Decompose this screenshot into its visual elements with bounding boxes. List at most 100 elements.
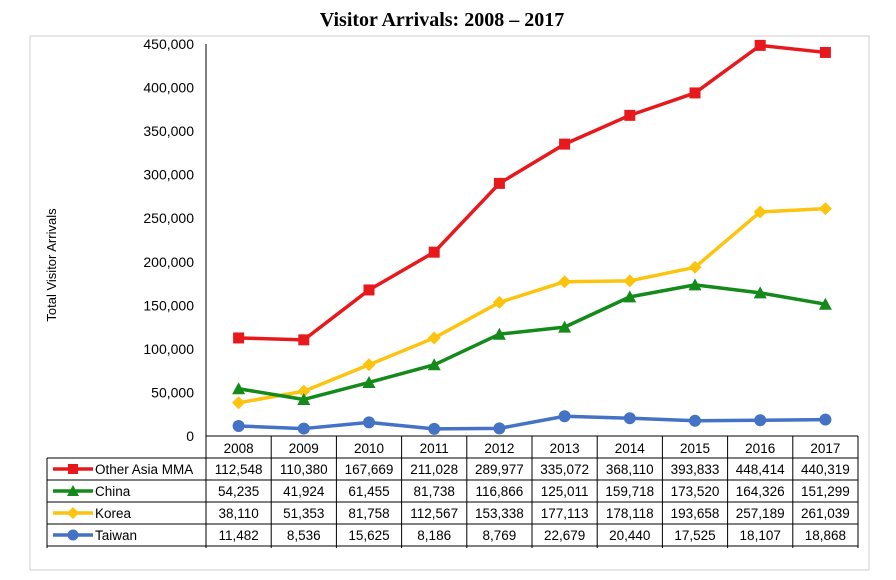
table-value: 440,319 xyxy=(801,462,850,477)
x-tick-label: 2014 xyxy=(615,441,646,456)
data-point xyxy=(819,413,832,426)
legend-label: Other Asia MMA xyxy=(95,462,193,477)
y-axis-label: Total Visitor Arrivals xyxy=(44,208,59,322)
series-line-korea xyxy=(238,206,826,405)
data-point xyxy=(623,274,637,288)
table-value: 151,299 xyxy=(801,484,850,499)
table-value: 393,833 xyxy=(671,462,720,477)
data-point xyxy=(558,320,572,333)
data-point xyxy=(558,275,572,289)
chart-title: Visitor Arrivals: 2008 – 2017 xyxy=(320,9,564,31)
data-point xyxy=(753,205,767,219)
data-point xyxy=(624,109,636,121)
data-point xyxy=(754,414,767,427)
data-point xyxy=(232,419,245,432)
data-point xyxy=(493,422,506,435)
y-tick-label: 200,000 xyxy=(143,254,194,270)
table-value: 41,924 xyxy=(283,484,325,499)
table-value: 211,028 xyxy=(410,462,458,477)
data-point xyxy=(298,334,310,346)
table-value: 173,520 xyxy=(671,484,720,499)
table-value: 167,669 xyxy=(345,462,394,477)
table-value: 368,110 xyxy=(606,462,654,477)
table-value: 18,868 xyxy=(805,528,846,543)
table-value: 257,189 xyxy=(736,506,785,521)
table-value: 17,525 xyxy=(674,528,715,543)
data-point xyxy=(623,290,637,303)
table-value: 177,113 xyxy=(541,506,589,521)
data-point xyxy=(623,412,636,425)
data-point xyxy=(67,507,79,519)
series-layer xyxy=(232,39,832,435)
data-point xyxy=(362,375,376,388)
table-value: 159,718 xyxy=(605,484,654,499)
data-point xyxy=(558,410,571,423)
x-tick-label: 2015 xyxy=(680,441,710,456)
data-point xyxy=(297,422,310,435)
data-point xyxy=(297,384,311,398)
y-tick-label: 450,000 xyxy=(143,36,194,52)
y-tick-label: 0 xyxy=(186,428,194,444)
data-point xyxy=(753,286,767,299)
data-table: 2008 2009 2010 2011 2012 2013 2014 2015 2016 2017… xyxy=(46,435,859,548)
data-point xyxy=(362,358,376,372)
table-value: 8,536 xyxy=(287,528,321,543)
data-point xyxy=(363,284,375,296)
table-value: 178,118 xyxy=(606,506,654,521)
data-point xyxy=(232,382,246,395)
table-value: 20,440 xyxy=(609,528,650,543)
table-value: 153,338 xyxy=(475,506,524,521)
table-value: 125,011 xyxy=(541,484,589,499)
data-point xyxy=(819,46,831,58)
table-value: 8,769 xyxy=(483,528,517,543)
table-value: 110,380 xyxy=(280,462,328,477)
data-point xyxy=(492,295,506,309)
data-point xyxy=(233,332,245,344)
table-value: 15,625 xyxy=(348,528,389,543)
series-line-taiwan xyxy=(238,414,826,431)
table-value: 261,039 xyxy=(801,506,850,521)
y-tick-label: 250,000 xyxy=(143,210,194,226)
data-point xyxy=(428,422,441,435)
data-point xyxy=(428,246,440,258)
chart-frame xyxy=(29,35,870,571)
y-tick-label: 300,000 xyxy=(143,167,194,183)
data-point xyxy=(232,396,246,410)
data-point xyxy=(754,39,766,51)
axes: 0 50,000 100,000 150,000 200,000 250,000 300,0… xyxy=(143,36,207,444)
data-point xyxy=(492,327,506,340)
data-point xyxy=(68,464,78,474)
y-tick-label: 400,000 xyxy=(143,80,194,96)
legend-label: Taiwan xyxy=(95,528,137,543)
data-point xyxy=(297,392,311,405)
x-tick-label: 2017 xyxy=(810,441,840,456)
y-tick-label: 150,000 xyxy=(143,297,194,313)
data-point xyxy=(493,177,505,189)
table-value: 54,235 xyxy=(218,484,259,499)
data-point xyxy=(363,416,375,429)
table-value: 116,866 xyxy=(475,484,523,499)
table-value: 11,482 xyxy=(218,528,258,543)
data-point xyxy=(427,331,441,345)
table-value: 38,110 xyxy=(218,506,258,521)
y-tick-label: 50,000 xyxy=(151,384,194,400)
table-value: 81,758 xyxy=(348,506,389,521)
x-tick-label: 2013 xyxy=(550,441,580,456)
x-tick-label: 2008 xyxy=(224,441,254,456)
data-point xyxy=(688,278,702,291)
table-value: 112,567 xyxy=(410,506,458,521)
y-tick-label: 350,000 xyxy=(143,123,194,139)
data-point xyxy=(689,414,701,427)
table-value: 193,658 xyxy=(671,506,720,521)
x-tick-label: 2009 xyxy=(289,441,319,456)
table-value: 448,414 xyxy=(736,462,785,477)
data-point xyxy=(67,529,79,541)
table-value: 289,977 xyxy=(475,462,524,477)
table-value: 112,548 xyxy=(215,462,263,477)
data-point xyxy=(689,87,701,99)
data-point xyxy=(818,297,832,310)
series-line-china xyxy=(238,283,826,402)
table-value: 22,679 xyxy=(544,528,585,543)
data-point xyxy=(559,138,571,150)
data-point xyxy=(427,358,441,371)
